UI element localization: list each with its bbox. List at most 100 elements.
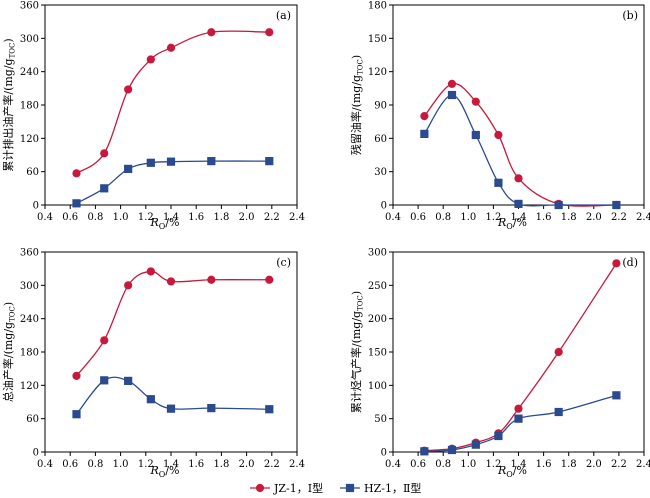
data-point [124,376,133,385]
x-tick-label: 0.6 [62,459,78,470]
data-point [265,405,274,414]
series-2 [420,90,621,210]
x-tick-label: 1.4 [163,212,179,223]
y-tick-label: 240 [20,314,39,325]
data-point [420,112,429,121]
data-point [100,336,109,345]
x-tick-label: 1.2 [485,212,501,223]
data-point [265,28,274,37]
y-tick-label: 0 [381,201,387,212]
series-1 [72,267,274,380]
y-axis-subscript: TOC [9,43,17,59]
panel-label: (c) [276,256,291,269]
data-point [207,157,216,166]
y-axis-label-end: ) [350,55,363,59]
series-line [75,270,270,377]
data-point [447,90,457,100]
data-point [100,376,109,385]
y-axis-label-text: 累计烃气产率/(mg/g [349,311,363,413]
data-point [72,410,81,419]
legend-label: JZ-1，Ⅰ型 [273,481,323,495]
y-tick-label: 0 [33,201,39,212]
y-tick-label: 240 [20,67,39,78]
x-tick-label: 0.4 [385,212,401,223]
data-point [514,404,523,413]
x-tick-label: 1.0 [113,212,129,223]
x-tick-label: 0.6 [62,212,78,223]
data-point [146,158,155,167]
y-tick-label: 180 [20,348,39,359]
data-point [72,199,81,208]
y-axis-label-end: ) [2,38,15,42]
x-tick-label: 2.0 [239,459,255,470]
series-2 [420,391,621,456]
data-point [265,275,274,284]
data-point [420,129,429,138]
y-tick-label: 300 [368,248,387,259]
x-tick-label: 1.4 [511,459,527,470]
x-tick-label: 1.0 [460,459,476,470]
data-point [420,447,429,456]
data-point [146,267,155,276]
x-tick-label: 2.2 [264,459,280,470]
plot-frame [44,4,298,206]
data-point [166,157,176,166]
x-axis-subscript: O [159,470,166,479]
x-tick-label: 1.6 [188,212,204,223]
y-axis-title: 总油产率/(mg/gTOC) [1,302,17,402]
y-axis-subscript: TOC [357,295,365,311]
x-tick-label: 1.0 [460,212,476,223]
series-1 [420,79,621,210]
data-point [166,43,176,52]
y-tick-label: 60 [374,134,387,145]
series-2 [72,157,274,208]
y-axis-subscript: TOC [357,59,365,75]
legend-marker [345,483,355,493]
x-tick-label: 2.2 [611,212,627,223]
y-tick-label: 150 [368,34,387,45]
x-axis-unit: /% [513,216,527,229]
data-point [494,130,503,140]
y-axis-subscript: TOC [9,306,17,322]
x-axis-title: RO/% [497,216,527,231]
data-point [124,164,133,173]
y-tick-label: 200 [368,314,387,325]
data-point [146,55,155,64]
data-point [265,157,274,166]
chart-panel-a: 0.4 0.6 0.8 1.0 1.2 1.4 1.6 1.8 2.0 2.2 2.4 0 60 120 1… [1,1,305,232]
x-tick-label: 1.4 [511,212,527,223]
y-tick-label: 0 [33,448,39,459]
data-point [494,178,503,187]
x-tick-label: 0.8 [435,459,451,470]
x-tick-label: 2.4 [636,212,650,223]
y-tick-label: 300 [20,281,39,292]
y-axis-label-end: ) [2,302,15,306]
x-tick-label: 2.4 [289,212,305,223]
x-axis-title: RO/% [497,464,527,479]
y-tick-label: 100 [368,381,387,392]
x-tick-label: 2.0 [239,212,255,223]
x-axis-unit: /% [165,216,179,229]
y-tick-label: 30 [374,167,387,178]
data-point [471,130,480,140]
data-point [124,281,133,290]
x-axis-symbol: R [149,216,158,229]
y-axis-label-text: 残留油率/(mg/g [349,75,363,155]
x-tick-label: 1.6 [536,459,552,470]
series-1 [72,28,274,178]
x-tick-label: 1.4 [163,459,179,470]
y-tick-label: 250 [368,281,387,292]
legend: JZ-1，Ⅰ型 HZ-1，Ⅱ型 [250,481,421,495]
y-tick-label: 0 [381,448,387,459]
data-point [207,28,216,37]
data-point [72,169,81,178]
data-point [514,414,523,423]
y-tick-label: 150 [368,348,387,359]
data-point [494,431,503,441]
x-axis-title: RO/% [149,216,179,231]
data-point [447,79,457,88]
x-tick-label: 0.8 [435,212,451,223]
y-tick-label: 180 [368,1,387,12]
chart-panel-d: 0.4 0.6 0.8 1.0 1.2 1.4 1.6 1.8 2.0 2.2 2.4 0 50 100 1… [349,248,650,480]
